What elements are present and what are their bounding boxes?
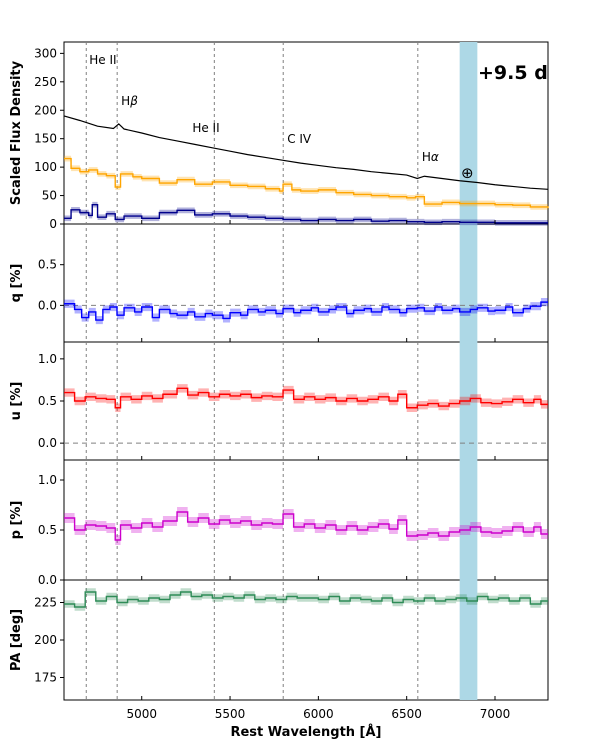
- ytick-label-p-2: 1.0: [38, 473, 57, 487]
- error-band-pa-0: [64, 588, 548, 611]
- ytick-label-p-1: 0.5: [38, 523, 57, 537]
- telluric-band-layer: [459, 42, 478, 700]
- series-line-q-0: [64, 301, 548, 321]
- line-id-label-0: He II: [89, 53, 116, 67]
- xtick-label-4: 7000: [480, 707, 511, 721]
- ylabel-u: u [%]: [9, 382, 24, 421]
- ytick-label-p-0: 0.0: [38, 573, 57, 587]
- xtick-label-0: 5000: [126, 707, 157, 721]
- ytick-label-q-0: 0.0: [38, 298, 57, 312]
- ylabel-flux: Scaled Flux Density: [9, 60, 24, 205]
- ytick-label-q-1: 0.5: [38, 258, 57, 272]
- ytick-label-u-0: 0.0: [38, 436, 57, 450]
- line-id-guides: [64, 42, 548, 700]
- ytick-label-u-1: 0.5: [38, 394, 57, 408]
- x-axis-label: Rest Wavelength [Å]: [230, 724, 381, 740]
- series-layer: [63, 115, 549, 611]
- ytick-label-flux-6: 300: [34, 46, 57, 60]
- series-line-flux-0: [63, 115, 549, 190]
- series-line-flux-2: [64, 203, 548, 224]
- error-band-flux-2: [64, 201, 548, 226]
- xtick-label-3: 6500: [391, 707, 422, 721]
- ytick-label-flux-4: 200: [34, 103, 57, 117]
- tick-layer: 0 50 100 150 200 250 300 0.0 0.5 0.0 0.5 1.0 0.0 0.5 1…: [34, 46, 510, 721]
- series-line-flux-1: [64, 157, 549, 209]
- line-id-label-1: Hβ: [121, 94, 138, 108]
- ytick-label-u-2: 1.0: [38, 352, 57, 366]
- line-id-label-3: C IV: [287, 132, 312, 146]
- ytick-label-flux-2: 100: [34, 160, 57, 174]
- ytick-label-pa-0: 175: [34, 671, 57, 685]
- ylabel-p: p [%]: [9, 501, 24, 540]
- ylabel-q: q [%]: [9, 264, 24, 303]
- line-id-label-4: Hα: [422, 150, 439, 164]
- error-band-q-0: [64, 298, 548, 325]
- epoch-label: +9.5 d: [478, 62, 548, 84]
- xtick-label-2: 6000: [303, 707, 334, 721]
- telluric-symbol: ⊕: [461, 164, 474, 182]
- ytick-label-flux-0: 0: [49, 217, 57, 231]
- ytick-label-pa-1: 200: [34, 633, 57, 647]
- ytick-label-flux-3: 150: [34, 132, 57, 146]
- ylabel-pa: PA [deg]: [9, 609, 24, 671]
- series-line-p-0: [64, 511, 548, 541]
- telluric-band: [459, 42, 478, 700]
- label-layer: He II Hβ He II C IV Hα Scaled Flux Density q […: [9, 53, 439, 671]
- series-line-u-0: [64, 387, 548, 409]
- ytick-label-flux-5: 250: [34, 75, 57, 89]
- series-line-pa-0: [64, 591, 548, 608]
- xtick-label-1: 5500: [215, 707, 246, 721]
- line-id-label-2: He II: [192, 121, 219, 135]
- ytick-label-pa-2: 225: [34, 596, 57, 610]
- ytick-label-flux-1: 50: [42, 189, 57, 203]
